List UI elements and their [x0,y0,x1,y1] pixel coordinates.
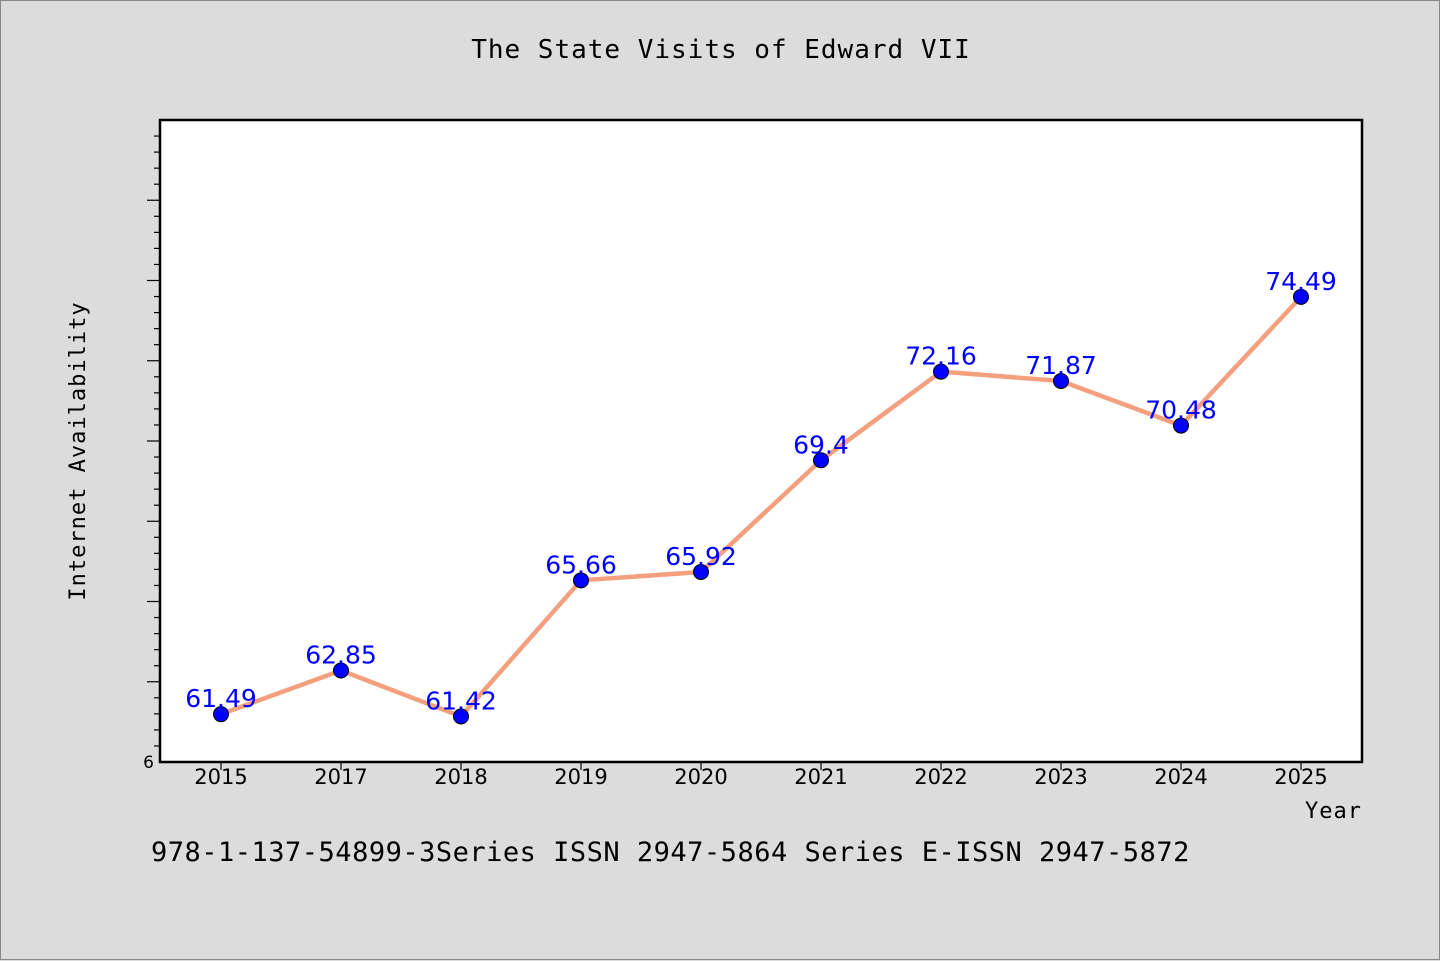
x-tick-label: 2020 [674,765,727,789]
x-tick-label: 2022 [914,765,967,789]
plot-area [160,120,1362,762]
data-point [1293,288,1309,305]
data-point [693,563,709,580]
data-label: 65.66 [545,550,617,579]
data-label: 74.49 [1265,267,1337,296]
data-label: 72.16 [905,342,977,371]
data-label: 61.42 [425,686,497,715]
data-point [933,363,949,380]
x-tick-label: 2019 [554,765,607,789]
data-label: 65.92 [665,542,737,571]
data-label: 61.49 [185,684,257,713]
data-label: 71.87 [1025,351,1097,380]
data-point [1053,372,1069,389]
footer-text: 978-1-137-54899-3Series ISSN 2947-5864 S… [151,837,1190,868]
data-label: 69.4 [793,430,849,459]
series-line [218,294,1304,719]
data-point [333,662,349,679]
data-point [1173,417,1189,434]
data-point [213,706,229,723]
x-tick-label: 2021 [794,765,847,789]
x-tick-label: 2018 [434,765,487,789]
x-tick-label: 2025 [1274,765,1327,789]
x-tick-label: 2015 [194,765,247,789]
chart-title: The State Visits of Edward VII [471,35,971,65]
x-tick-label: 2024 [1154,765,1207,789]
x-axis-label: Year [1305,799,1362,824]
data-point [573,572,589,589]
data-point [813,452,829,469]
data-label: 70.48 [1145,396,1217,425]
x-tick-label: 2023 [1034,765,1087,789]
x-tick-label: 2017 [314,765,367,789]
y-axis-label: Internet Availability [66,301,91,600]
y-tick-label: 6 [143,753,154,773]
data-point [453,708,469,725]
data-label: 62.85 [305,641,377,670]
plot-frame [158,118,1364,764]
